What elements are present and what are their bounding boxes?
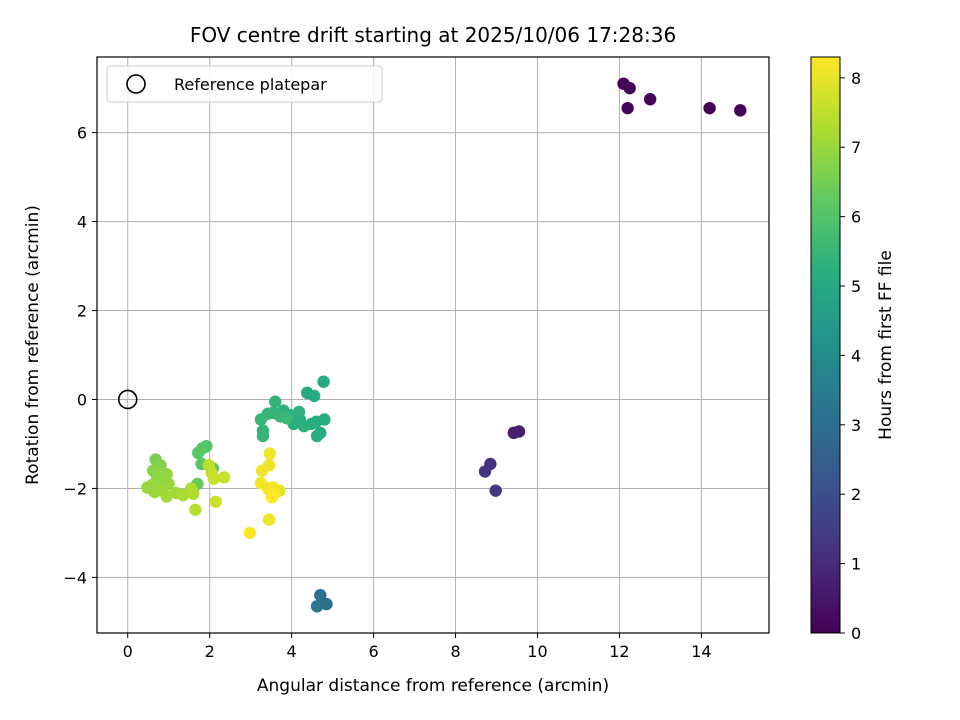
colorbar: 0 1 2 3 4 5 6 7 8 Hours from first FF file [810,56,896,643]
reference-marker [117,389,138,410]
colorbar-tick-label: 8 [851,69,861,88]
data-point [263,447,277,460]
colorbar-tick-label: 6 [851,208,861,227]
data-point [187,487,200,500]
x-tick-label: 10 [527,642,547,661]
data-point [176,488,190,502]
x-axis-ticks: 0 2 4 6 8 10 12 14 [123,633,712,661]
data-point [314,588,327,602]
legend-box [106,65,383,103]
x-tick-label: 12 [609,642,629,661]
data-points [141,77,747,613]
legend: Reference platepar [106,65,383,103]
y-tick-label: −4 [63,568,87,587]
data-point [189,503,202,516]
data-point [621,101,634,115]
data-point [317,375,330,388]
data-point [217,471,231,484]
colorbar-label: Hours from first FF file [876,250,896,440]
data-point [310,429,324,443]
chart-title: FOV centre drift starting at 2025/10/06 … [190,23,676,47]
data-point [310,600,324,613]
data-point [320,597,333,611]
data-point [265,491,279,504]
legend-reference-icon [126,74,146,94]
x-tick-label: 8 [450,642,460,661]
colorbar-ticks: 0 1 2 3 4 5 6 7 8 [840,69,861,643]
data-point [160,490,173,503]
data-point [489,484,502,497]
x-axis-label: Angular distance from reference (arcmin) [257,676,609,696]
data-point [192,446,205,460]
data-point [243,526,257,540]
data-point [280,411,293,425]
data-point [507,426,520,440]
colorbar-tick-label: 2 [851,485,861,504]
colorbar-tick-label: 5 [851,277,861,296]
y-tick-label: 4 [77,213,87,232]
data-point [269,395,282,408]
data-point [643,93,657,106]
y-tick-label: −2 [63,479,87,498]
data-point [254,413,268,426]
colorbar-tick-label: 1 [851,555,861,574]
data-point [734,104,747,117]
x-tick-label: 2 [205,642,215,661]
x-tick-label: 0 [123,642,133,661]
y-tick-label: 0 [77,390,87,409]
data-point [703,101,716,115]
data-point [256,429,270,443]
colorbar-tick-label: 3 [851,416,861,435]
y-tick-label: 6 [77,124,87,143]
legend-label: Reference platepar [174,75,327,94]
data-point [478,465,492,478]
colorbar-tick-label: 7 [851,138,861,157]
data-point [297,419,311,433]
x-tick-label: 14 [691,642,711,661]
data-point [292,405,306,419]
data-point [209,495,223,508]
data-point [623,81,636,95]
colorbar-tick-label: 0 [851,624,861,643]
y-axis-label: Rotation from reference (arcmin) [23,205,43,485]
data-point [262,513,276,526]
grid [97,57,769,633]
y-tick-label: 2 [77,302,87,321]
colorbar-gradient [810,56,841,634]
data-point [307,389,321,403]
data-point [255,464,269,477]
plot-frame [96,56,770,634]
x-tick-label: 6 [368,642,378,661]
y-axis-ticks: −4 −2 0 2 4 6 [63,124,97,587]
data-point [207,472,220,485]
x-tick-label: 4 [287,642,297,661]
colorbar-tick-label: 4 [851,346,861,365]
